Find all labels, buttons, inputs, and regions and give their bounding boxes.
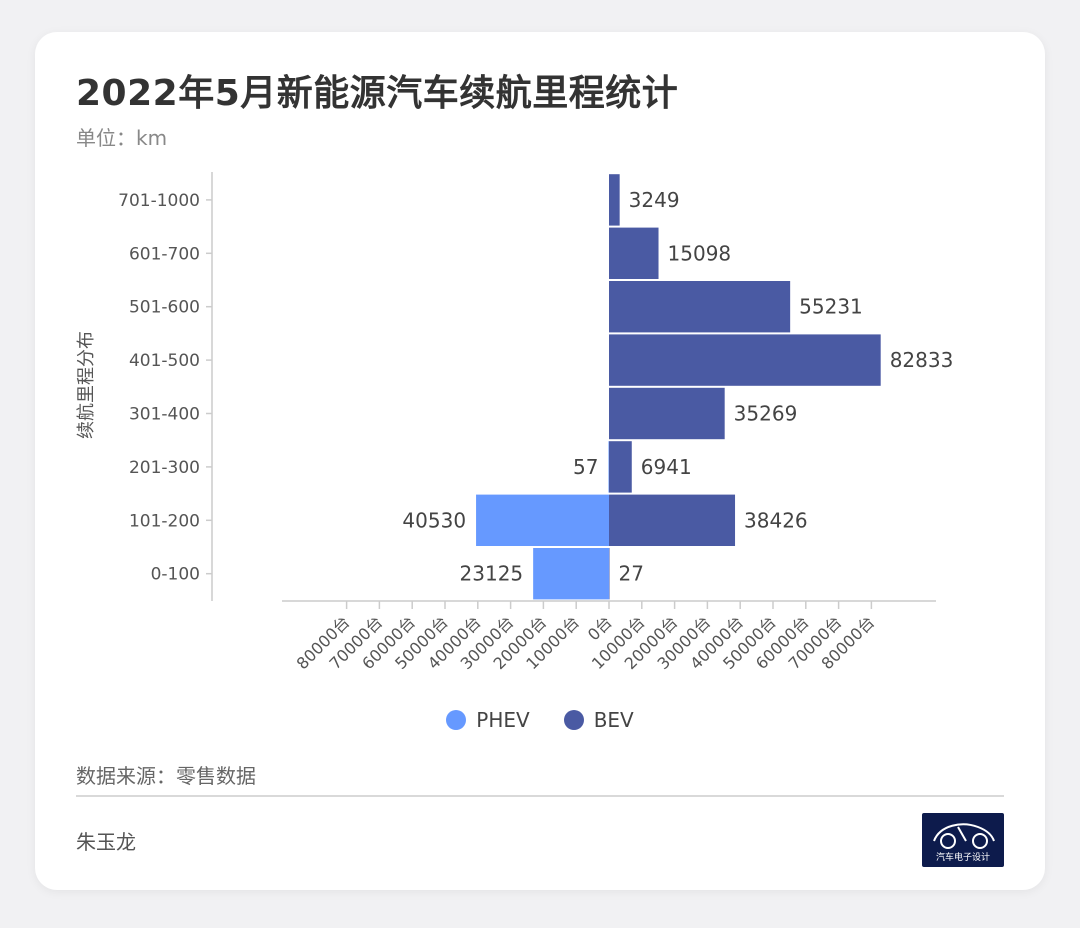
legend-item-phev[interactable]: PHEV — [446, 708, 530, 732]
chart-subtitle: 单位：km — [76, 126, 168, 150]
legend-swatch-phev — [446, 710, 467, 730]
legend-item-bev[interactable]: BEV — [563, 708, 634, 732]
chart-card — [35, 32, 1045, 890]
data-label-phev: 23125 — [460, 562, 524, 586]
author: 朱玉龙 — [76, 830, 136, 854]
footer-divider — [76, 795, 1004, 797]
bar-bev — [609, 548, 610, 600]
data-label-phev: 40530 — [402, 508, 466, 532]
bar-bev — [609, 441, 632, 493]
bar-phev — [533, 548, 609, 600]
car-logo-icon — [933, 823, 995, 849]
y-tick-label: 201-300 — [129, 458, 200, 478]
bar-bev — [609, 174, 620, 226]
data-label-bev: 27 — [619, 562, 644, 586]
logo-text: 汽车电子设计 — [935, 853, 990, 863]
data-label-phev: 57 — [573, 455, 598, 479]
data-label-bev: 82833 — [890, 348, 954, 372]
y-tick-label: 301-400 — [129, 405, 200, 425]
brand-logo: 汽车电子设计 — [922, 813, 1004, 867]
data-label-bev: 38426 — [744, 508, 808, 532]
chart-title: 2022年5月新能源汽车续航里程统计 — [76, 73, 679, 114]
data-label-bev: 3249 — [629, 188, 680, 212]
y-tick-label: 701-1000 — [118, 191, 200, 211]
legend-swatch-bev — [563, 710, 584, 730]
legend: PHEV BEV — [0, 708, 1080, 732]
bar-phev — [476, 494, 609, 546]
bar-phev — [608, 441, 609, 493]
y-tick-label: 501-600 — [129, 298, 200, 318]
bar-bev — [609, 281, 791, 333]
data-label-bev: 35269 — [734, 402, 798, 426]
bar-bev — [609, 227, 659, 279]
data-label-bev: 15098 — [668, 241, 732, 265]
y-tick-label: 101-200 — [129, 511, 200, 531]
y-tick-label: 601-700 — [129, 244, 200, 264]
bar-bev — [609, 387, 725, 440]
y-tick-label: 401-500 — [129, 351, 200, 371]
legend-label-bev: BEV — [593, 708, 634, 732]
y-tick-label: 0-100 — [151, 565, 200, 585]
legend-label-phev: PHEV — [476, 708, 530, 732]
bar-bev — [609, 494, 736, 546]
data-label-bev: 55231 — [799, 295, 863, 319]
data-label-bev: 6941 — [641, 455, 692, 479]
data-source: 数据来源：零售数据 — [76, 764, 256, 788]
bar-bev — [609, 334, 881, 386]
